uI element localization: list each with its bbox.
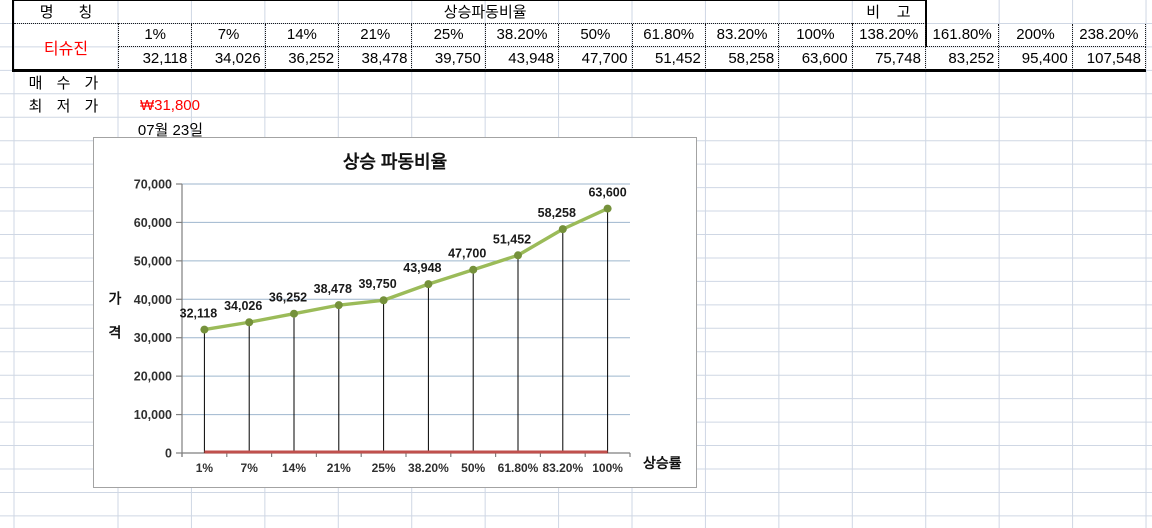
percent-cell[interactable]: 100%	[778, 23, 851, 46]
percent-cell[interactable]: 61.80%	[631, 23, 705, 46]
cell-date-value[interactable]: 07월 23일	[137, 121, 203, 139]
value-cell[interactable]: 95,400	[998, 47, 1071, 70]
cell-name-header[interactable]: 명 칭	[14, 0, 118, 24]
value-cell[interactable]: 38,478	[338, 47, 411, 70]
table-top-border	[12, 0, 926, 2]
svg-text:43,948: 43,948	[403, 261, 441, 275]
percent-cell[interactable]: 200%	[998, 23, 1071, 46]
price-series-line	[202, 206, 610, 332]
percent-cell[interactable]: 238.20%	[1071, 23, 1145, 46]
percent-cell[interactable]: 21%	[338, 23, 411, 46]
value-cell[interactable]: 107,548	[1071, 47, 1145, 70]
svg-text:25%: 25%	[372, 461, 396, 475]
percent-cell[interactable]: 50%	[558, 23, 631, 46]
svg-text:39,750: 39,750	[358, 277, 396, 291]
value-cell[interactable]: 83,252	[924, 47, 998, 70]
cell-ratio-header[interactable]: 상승파동비율	[118, 0, 853, 24]
cell-stock-name[interactable]: 티슈진	[43, 40, 89, 58]
chart-title: 상승 파동비율	[342, 152, 448, 172]
value-cell[interactable]: 47,700	[558, 47, 631, 70]
value-cell[interactable]: 43,948	[484, 47, 558, 70]
svg-text:10,000: 10,000	[134, 408, 172, 422]
svg-text:58,258: 58,258	[538, 206, 576, 220]
percent-cell[interactable]: 83.20%	[704, 23, 778, 46]
y-axis-tick-labels: 0 10,000 20,000 30,000 40,000 50,000 60,000 70,…	[134, 178, 172, 461]
svg-text:30,000: 30,000	[134, 331, 172, 345]
svg-text:38.20%: 38.20%	[408, 461, 449, 475]
svg-text:70,000: 70,000	[134, 178, 172, 192]
svg-text:36,252: 36,252	[269, 291, 307, 305]
chart-object[interactable]: 상승 파동비율 가격 상승률 0 10,000 20,000 30,000 40,000…	[93, 137, 697, 488]
value-cell[interactable]: 51,452	[631, 47, 705, 70]
value-cell[interactable]: 32,118	[142, 49, 188, 67]
chart-plot-area: 0 10,000 20,000 30,000 40,000 50,000 60,000 70,…	[134, 178, 631, 475]
svg-text:38,478: 38,478	[314, 282, 352, 296]
svg-text:0: 0	[165, 447, 172, 461]
svg-text:83.20%: 83.20%	[542, 461, 583, 475]
percent-cell[interactable]: 14%	[264, 23, 338, 46]
svg-text:50%: 50%	[461, 461, 485, 475]
svg-text:1%: 1%	[196, 461, 214, 475]
chart-y-axis-title: 가격	[107, 291, 123, 359]
value-row: 32,118 34,026 36,252 38,478 39,750 43,948 47,7…	[118, 47, 1146, 70]
svg-text:7%: 7%	[241, 461, 259, 475]
svg-text:51,452: 51,452	[493, 232, 531, 246]
svg-text:20,000: 20,000	[134, 370, 172, 384]
svg-text:63,600: 63,600	[588, 186, 626, 200]
percent-cell[interactable]: 38.20%	[484, 23, 558, 46]
svg-text:34,026: 34,026	[224, 299, 262, 313]
svg-text:50,000: 50,000	[134, 254, 172, 268]
value-cell[interactable]: 39,750	[411, 47, 484, 70]
cell-low-price-value[interactable]: ₩31,800	[139, 97, 200, 115]
x-axis-tick-labels: 1% 7% 14% 21% 25% 38.20% 50% 61.80% 83.20% 100%	[196, 461, 624, 475]
svg-text:40,000: 40,000	[134, 293, 172, 307]
chart-gridlines	[182, 183, 630, 416]
table-left-border	[12, 0, 14, 70]
chart-axes	[176, 183, 631, 457]
svg-text:60,000: 60,000	[134, 216, 172, 230]
value-cell[interactable]: 75,748	[851, 47, 925, 70]
svg-text:100%: 100%	[592, 461, 623, 475]
percent-row: 1% 7% 14% 21% 25% 38.20% 50% 61.80% 83.20% 100% 13…	[118, 23, 1146, 47]
percent-cell[interactable]: 138.20%	[851, 23, 925, 46]
percent-cell[interactable]: 1%	[144, 26, 167, 44]
price-series-markers	[200, 204, 612, 334]
value-cell[interactable]: 34,026	[191, 47, 264, 70]
cell-buy-price-label[interactable]: 매 수 가	[28, 74, 104, 92]
data-labels: 32,118 34,026 36,252 38,478 39,750 43,948 47,7…	[180, 186, 627, 321]
value-cell[interactable]: 63,600	[778, 47, 851, 70]
svg-text:14%: 14%	[282, 461, 306, 475]
percent-cell[interactable]: 25%	[411, 23, 484, 46]
percent-cell[interactable]: 161.80%	[924, 23, 998, 46]
value-cell[interactable]: 58,258	[704, 47, 778, 70]
cell-low-price-label[interactable]: 최 저 가	[28, 98, 104, 116]
chart-x-axis-title: 상승률	[643, 455, 682, 471]
svg-text:32,118: 32,118	[180, 307, 218, 321]
value-cell[interactable]: 36,252	[264, 47, 338, 70]
drop-lines	[203, 208, 609, 453]
table-bottom-thick-border	[12, 69, 1146, 72]
percent-cell[interactable]: 7%	[191, 23, 264, 46]
svg-text:21%: 21%	[327, 461, 351, 475]
cell-remark-header[interactable]: 비 고	[852, 0, 925, 24]
svg-text:61.80%: 61.80%	[498, 461, 539, 475]
svg-text:47,700: 47,700	[448, 247, 486, 261]
